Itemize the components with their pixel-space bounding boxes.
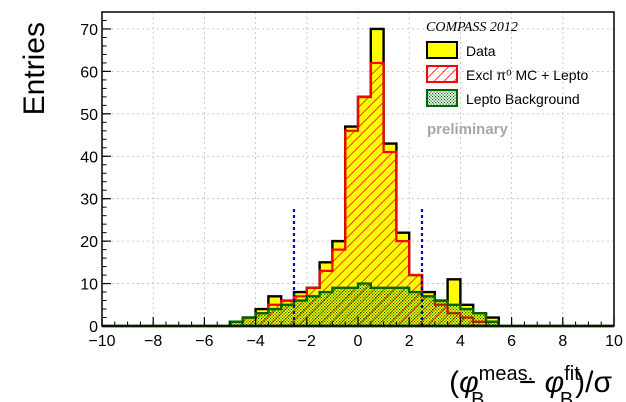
legend-swatch-data bbox=[426, 41, 458, 59]
lepto-bar bbox=[396, 287, 410, 326]
y-tick-label: 40 bbox=[80, 149, 98, 166]
lepto-bar bbox=[460, 309, 474, 326]
x-tick-label: −4 bbox=[246, 333, 264, 350]
lepto-bar bbox=[486, 321, 499, 326]
x-axis-label: (φmeas. B − φfit B)/σ bbox=[449, 363, 612, 402]
x-tick-label: 10 bbox=[605, 333, 623, 350]
lepto-bar bbox=[473, 313, 486, 326]
lepto-bar bbox=[255, 313, 269, 326]
legend-label-data: Data bbox=[466, 43, 496, 59]
lepto-bar bbox=[268, 309, 282, 326]
x-tick-label: 2 bbox=[405, 333, 414, 350]
y-tick-label: 0 bbox=[89, 319, 98, 336]
y-tick-label: 70 bbox=[80, 22, 98, 39]
x-tick-label: 8 bbox=[558, 333, 567, 350]
lepto-bar bbox=[332, 287, 346, 326]
excl-mc-bar bbox=[383, 152, 397, 326]
lepto-bar bbox=[230, 321, 243, 326]
axes: −10 −8 −6 −4 −2 0 2 4 6 8 10 0 10 20 30 40 50 60 70 bbox=[80, 11, 623, 350]
lepto-bar bbox=[358, 283, 371, 326]
y-tick-label: 50 bbox=[80, 107, 98, 124]
x-tick-label: 4 bbox=[456, 333, 465, 350]
x-tick-label: −10 bbox=[88, 333, 115, 350]
excl-mc-bar bbox=[345, 130, 358, 326]
lepto-bar bbox=[370, 287, 384, 326]
lepto-bar bbox=[447, 304, 461, 326]
x-tick-label: 6 bbox=[507, 333, 516, 350]
x-tick-label: 0 bbox=[354, 333, 363, 350]
x-tick-label: −8 bbox=[144, 333, 162, 350]
cut-lines bbox=[292, 207, 424, 326]
legend-label-excl-mc: Excl π⁰ MC + Lepto bbox=[466, 67, 588, 83]
excl-mc-bar bbox=[358, 96, 371, 326]
x-tick-label: −6 bbox=[195, 333, 213, 350]
lepto-bar bbox=[294, 300, 307, 326]
experiment-title: COMPASS 2012 bbox=[426, 20, 518, 35]
lepto-bar bbox=[345, 287, 358, 326]
excl-mc-bar bbox=[370, 62, 384, 327]
y-tick-label: 10 bbox=[80, 277, 98, 294]
x-tick-label: −2 bbox=[298, 333, 316, 350]
legend-swatch-excl-mc bbox=[426, 65, 458, 83]
legend: COMPASS 2012 Data Excl π⁰ MC + Lepto Lep… bbox=[426, 20, 588, 138]
legend-swatch-lepto bbox=[426, 89, 458, 107]
y-axis-label: Entries bbox=[18, 22, 51, 115]
lepto-bar bbox=[306, 296, 320, 326]
lepto-bar bbox=[281, 304, 294, 326]
lepto-bar bbox=[319, 292, 333, 326]
lepto-bar bbox=[422, 296, 435, 326]
preliminary-label: preliminary bbox=[427, 121, 509, 138]
lepto-bar bbox=[434, 300, 448, 326]
y-tick-label: 30 bbox=[80, 192, 98, 209]
y-tick-label: 20 bbox=[80, 234, 98, 251]
lepto-bar bbox=[409, 292, 422, 326]
lepto-bar bbox=[383, 287, 397, 326]
lepto-bar bbox=[242, 317, 256, 326]
legend-label-lepto: Lepto Background bbox=[466, 91, 580, 107]
y-tick-label: 60 bbox=[80, 64, 98, 81]
